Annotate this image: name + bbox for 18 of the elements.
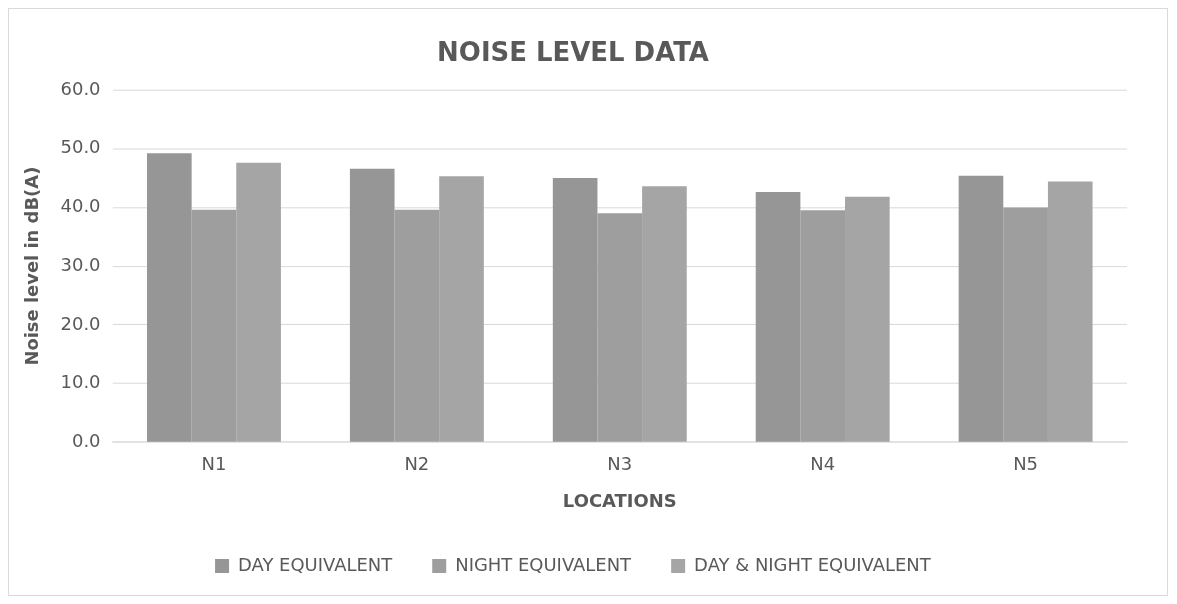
chart-title: NOISE LEVEL DATA	[437, 37, 709, 68]
x-tick-label: N1	[201, 452, 227, 474]
legend-label: NIGHT EQUIVALENT	[455, 553, 633, 575]
x-tick-label: N3	[607, 452, 633, 474]
x-tick-label: N5	[1013, 452, 1039, 474]
y-tick-label: 60.0	[60, 77, 101, 99]
y-tick-label: 0.0	[71, 429, 101, 451]
legend-label: DAY EQUIVALENT	[238, 553, 394, 575]
y-tick-label: 30.0	[60, 253, 101, 275]
y-tick-label: 10.0	[60, 371, 101, 393]
y-tick-label: 40.0	[60, 195, 101, 217]
x-axis-title: LOCATIONS	[562, 490, 677, 512]
x-tick-label: N2	[404, 452, 430, 474]
y-tick-label: 20.0	[60, 312, 101, 334]
y-tick-label: 50.0	[60, 136, 101, 158]
y-axis-title: Noise level in dB(A)	[21, 166, 43, 366]
x-tick-label: N4	[810, 452, 836, 474]
legend-label: DAY & NIGHT EQUIVALENT	[694, 553, 932, 575]
